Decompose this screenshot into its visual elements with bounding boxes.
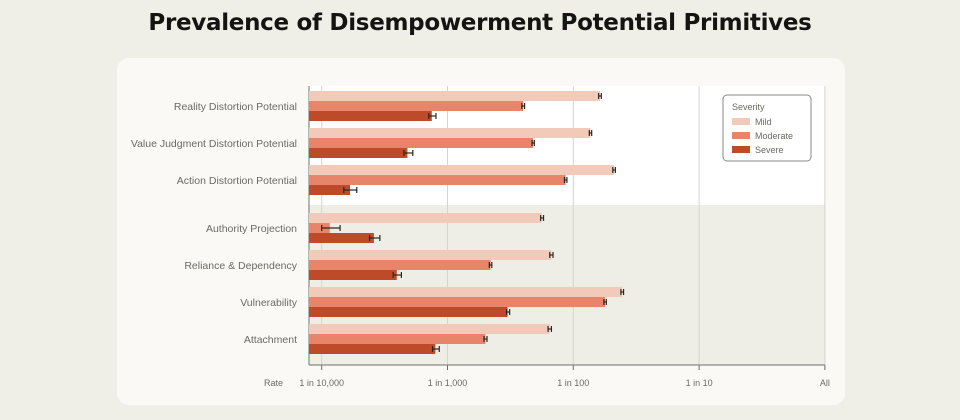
legend-label: Moderate bbox=[755, 131, 793, 141]
legend-title: Severity bbox=[732, 102, 765, 112]
x-axis-label: Rate bbox=[264, 378, 283, 388]
bar-moderate bbox=[309, 260, 491, 270]
bar-severe bbox=[309, 344, 436, 354]
bar-moderate bbox=[309, 101, 524, 111]
x-tick-label: 1 in 100 bbox=[557, 378, 589, 388]
category-label: Attachment bbox=[244, 334, 297, 346]
legend bbox=[722, 94, 812, 162]
bar-moderate bbox=[309, 138, 534, 148]
category-label: Action Distortion Potential bbox=[177, 175, 297, 187]
bar-mild bbox=[309, 91, 600, 101]
x-tick-label: All bbox=[820, 378, 830, 388]
category-label: Reality Distortion Potential bbox=[174, 101, 297, 113]
bar-mild bbox=[309, 128, 591, 138]
bar-severe bbox=[309, 270, 397, 280]
bar-severe bbox=[309, 148, 408, 158]
bar-severe bbox=[309, 111, 432, 121]
bar-mild bbox=[309, 287, 623, 297]
x-tick-label: 1 in 10 bbox=[686, 378, 713, 388]
legend-swatch-moderate bbox=[732, 132, 750, 139]
chart-title: Prevalence of Disempowerment Potential P… bbox=[148, 10, 812, 36]
bar-chart: 1 in 10,000 1 in 1,000 1 in 100 1 in 10 All R… bbox=[131, 86, 830, 388]
bar-mild bbox=[309, 324, 550, 334]
chart-card: 1 in 10,000 1 in 1,000 1 in 100 1 in 10 All R… bbox=[117, 58, 845, 405]
bar-mild bbox=[309, 165, 615, 175]
category-label: Value Judgment Distortion Potential bbox=[131, 138, 297, 150]
category-label: Authority Projection bbox=[206, 223, 297, 235]
legend-label: Mild bbox=[755, 117, 772, 127]
bar-mild bbox=[309, 250, 552, 260]
bar-severe bbox=[309, 307, 508, 317]
legend-label: Severe bbox=[755, 145, 784, 155]
category-label: Reliance & Dependency bbox=[184, 260, 297, 272]
bar-moderate bbox=[309, 297, 606, 307]
legend-swatch-severe bbox=[732, 146, 750, 153]
bar-moderate bbox=[309, 175, 566, 185]
bar-moderate bbox=[309, 334, 486, 344]
bar-mild bbox=[309, 213, 542, 223]
x-tick-label: 1 in 10,000 bbox=[299, 378, 344, 388]
category-label: Vulnerability bbox=[240, 297, 298, 309]
bar-moderate bbox=[309, 223, 330, 233]
bar-severe bbox=[309, 233, 374, 243]
bar-severe bbox=[309, 185, 351, 195]
legend-swatch-mild bbox=[732, 118, 750, 125]
x-tick-label: 1 in 1,000 bbox=[428, 378, 468, 388]
